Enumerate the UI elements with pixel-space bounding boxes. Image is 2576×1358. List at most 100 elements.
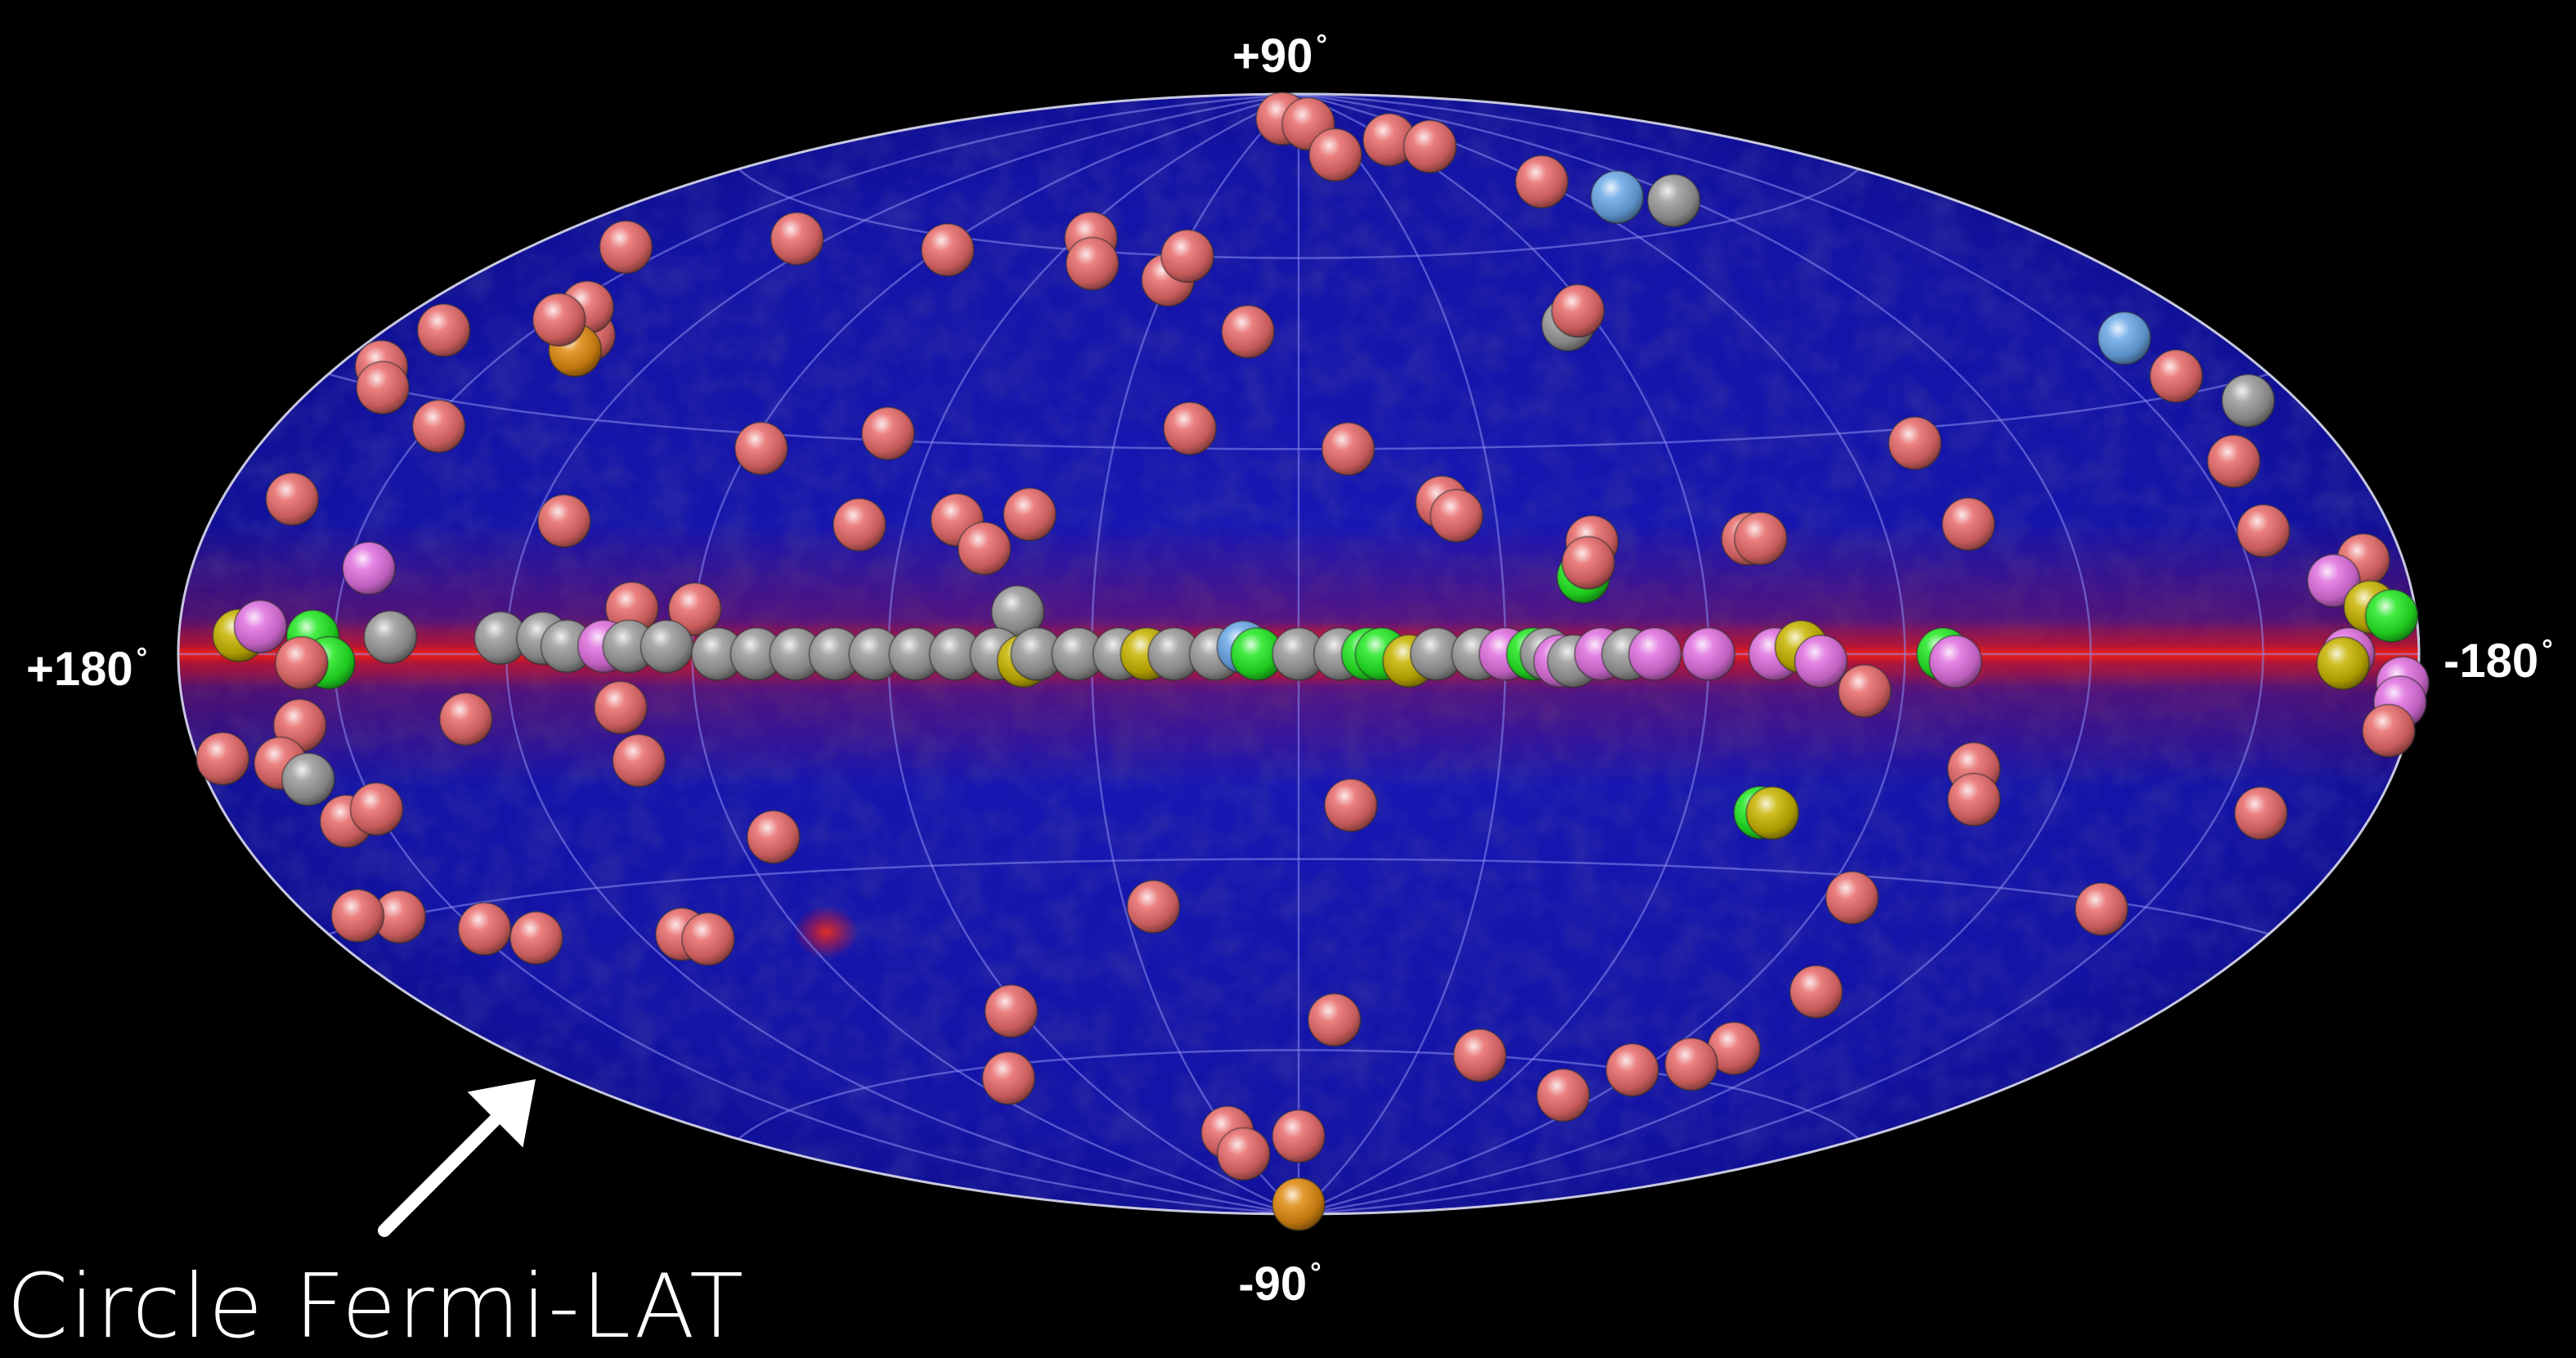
source-marker-red [1887,416,1942,471]
source-marker-gray [1147,627,1201,681]
source-marker-red [411,399,466,454]
source-marker-red [2074,881,2129,936]
source-marker-red [593,680,648,735]
source-marker-red [770,211,824,266]
source-marker-red [604,581,659,636]
source-marker-red [734,421,788,476]
source-marker-gray [1646,173,1701,228]
source-marker-gray [280,752,335,807]
source-marker-green [1230,627,1285,681]
source-marker-red [1536,1068,1591,1123]
label-top: +90 ° [1232,29,1327,83]
source-marker-red [920,222,975,277]
source-marker-red [981,1051,1036,1105]
source-marker-green [2364,589,2419,643]
source-marker-red [984,984,1039,1038]
source-marker-red [1838,664,1892,719]
source-marker-red [1707,1021,1761,1076]
source-marker-gray [2221,374,2276,428]
source-marker-blue [2097,311,2152,365]
source-marker-red [599,220,653,275]
source-marker-red [274,635,329,690]
source-marker-magenta [233,599,288,654]
source-marker-gray [363,610,418,665]
source-marker-red [1788,965,1843,1020]
source-marker-red [612,733,666,788]
arrow [378,1079,536,1237]
source-marker-red [195,731,250,786]
source-marker-gray [473,611,528,666]
source-marker-red [2362,703,2417,758]
parallel-line [738,168,1860,259]
source-markers [195,92,2430,1231]
parallel-line [328,858,2269,935]
source-marker-red [1308,128,1363,182]
source-marker-gray [640,619,694,674]
source-marker-red [1824,871,1879,926]
source-marker-red [1429,488,1484,543]
label-bottom: -90 ° [1238,1257,1321,1309]
source-marker-yellow [1745,786,1800,840]
source-marker-red [1551,284,1605,338]
source-marker-gray [808,627,863,681]
source-marker-red [860,406,915,461]
source-marker-gray [1272,627,1326,681]
source-marker-red [1065,236,1120,291]
source-marker-red [2236,504,2291,558]
source-marker-red [667,582,722,637]
source-marker-gray [990,585,1045,639]
source-marker-red [1126,880,1181,934]
source-marker-gray [1051,627,1106,681]
source-marker-red [1946,773,2001,827]
source-marker-magenta [342,541,397,596]
source-marker-red [746,809,801,864]
source-marker-gray [928,627,983,681]
source-marker-red [2233,786,2288,840]
sky-map: +90 ° -90 ° +180 ° -180 ° [26,29,2553,1309]
source-marker-gray [1409,627,1464,681]
source-marker-red [1003,487,1057,542]
source-marker-red [832,497,886,552]
source-marker-red [957,521,1012,576]
source-marker-red [265,472,320,527]
source-marker-red [330,889,385,943]
source-marker-red [1605,1042,1660,1097]
source-marker-red [356,361,411,415]
label-left: +180 ° [26,643,147,696]
source-marker-red [1452,1028,1507,1082]
source-marker-gray [729,627,784,681]
source-marker-red [1216,1127,1271,1181]
source-marker-orange [1272,1176,1326,1231]
source-marker-red [1941,497,1996,552]
source-marker-red [349,782,404,836]
source-marker-red [1402,119,1457,174]
source-marker-gray [888,627,943,681]
source-marker-red [1321,422,1376,477]
source-marker-magenta [1681,627,1736,681]
source-marker-red [416,303,471,357]
source-marker-gray [540,619,595,674]
source-marker-red [1323,778,1378,832]
source-marker-red [1272,1109,1326,1163]
caption-text: Circle Fermi-LAT [7,1256,746,1358]
source-marker-red [2149,349,2204,404]
source-marker-red [1221,304,1276,359]
source-marker-gray [690,627,745,681]
source-marker-red [1307,993,1362,1047]
label-right: -180 ° [2444,634,2553,688]
parallel-line [738,1049,1860,1141]
source-marker-red [1664,1037,1719,1091]
source-marker-gray [602,619,657,674]
source-marker-red [372,890,427,944]
source-marker-red [1733,511,1788,566]
source-marker-red [1561,536,1616,590]
source-marker-red [509,911,563,966]
source-marker-magenta [1793,634,1848,688]
source-marker-red [1515,155,1569,209]
source-marker-magenta [1928,634,1983,689]
source-marker-red [680,912,735,966]
source-marker-magenta [1627,627,1682,681]
source-marker-red [2206,434,2261,489]
source-marker-gray [1010,627,1065,681]
source-marker-red [1160,229,1215,284]
